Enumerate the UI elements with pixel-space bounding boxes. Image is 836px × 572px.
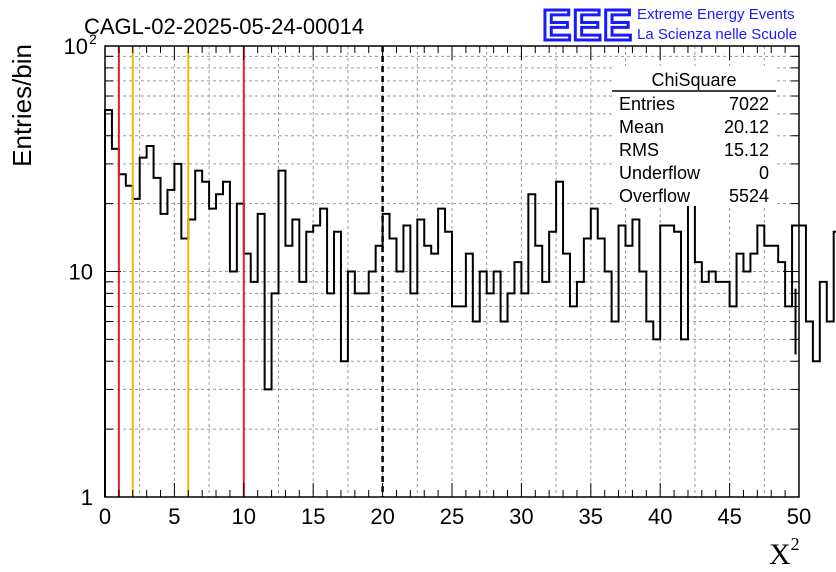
y-tick-label: 1 [81, 485, 93, 510]
x-tick-label: 30 [509, 504, 533, 529]
eee-logo: EEE Extreme Energy Events La Scienza nel… [541, 0, 798, 52]
histogram-outline [104, 109, 836, 497]
stats-row-label: Underflow [619, 163, 701, 183]
y-axis-label: Entries/bin [7, 44, 37, 167]
x-axis-label: X2 [769, 534, 800, 571]
x-tick-label: 5 [168, 504, 180, 529]
x-tick-label: 10 [232, 504, 256, 529]
stats-row-label: Mean [619, 117, 664, 137]
y-tick-label: 10 [69, 260, 93, 285]
stats-box: ChiSquare Entries 7022 Mean 20.12 RMS 15.12 Un… [612, 66, 776, 206]
x-tick-label: 45 [717, 504, 741, 529]
y-tick-label-exponent: 2 [89, 31, 97, 47]
stats-row-label: Overflow [619, 186, 691, 206]
stats-title: ChiSquare [651, 70, 736, 90]
stats-row-value: 0 [759, 163, 769, 183]
y-tick-label: 10 [64, 34, 88, 59]
x-tick-label: 0 [99, 504, 111, 529]
x-tick-label: 50 [787, 504, 811, 529]
eee-logo-mark: EEE [542, 1, 633, 50]
stats-row-value: 5524 [729, 186, 769, 206]
x-axis-label-superscript: 2 [791, 534, 800, 554]
x-tick-label: 35 [579, 504, 603, 529]
x-tick-label: 20 [370, 504, 394, 529]
stats-row-value: 15.12 [724, 140, 769, 160]
x-axis-label-base: X [769, 538, 791, 571]
stats-row-label: Entries [619, 94, 675, 114]
stats-row-value: 7022 [729, 94, 769, 114]
x-tick-label: 40 [648, 504, 672, 529]
eee-logo-line2: La Scienza nelle Scuole [637, 26, 797, 43]
stats-row-value: 20.12 [724, 117, 769, 137]
x-tick-label: 15 [301, 504, 325, 529]
stats-box-background [612, 66, 776, 206]
x-tick-label: 25 [440, 504, 464, 529]
stats-rows: Entries 7022 Mean 20.12 RMS 15.12 Underflow 0 Ov… [619, 94, 769, 206]
eee-logo-line1: Extreme Energy Events [637, 6, 795, 23]
chart-title: CAGL-02-2025-05-24-00014 [84, 14, 364, 39]
stats-row-label: RMS [619, 140, 659, 160]
